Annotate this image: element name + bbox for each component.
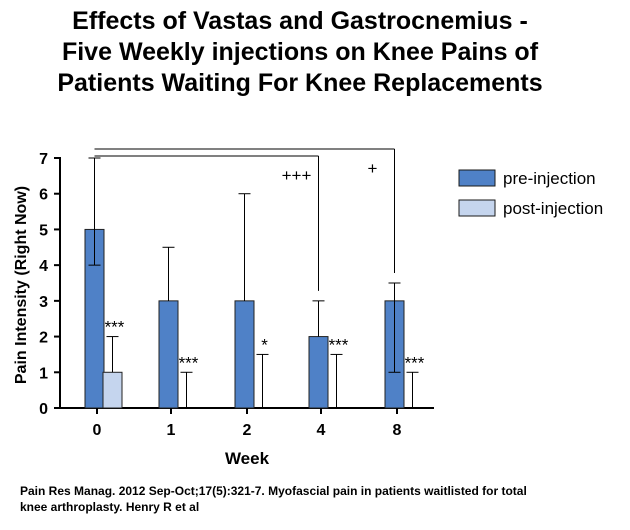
bar-pre bbox=[308, 336, 329, 409]
y-tick-label: 5 bbox=[39, 222, 48, 239]
legend-swatch-post bbox=[458, 199, 496, 217]
legend: pre-injection post-injection bbox=[458, 169, 603, 218]
x-axis-title: Week bbox=[225, 449, 270, 468]
legend-swatch-pre bbox=[458, 169, 496, 187]
title-line-1: Effects of Vastas and Gastrocnemius - bbox=[72, 7, 528, 35]
x-tick-label: 2 bbox=[243, 422, 252, 439]
x-tick-label: 0 bbox=[93, 422, 102, 439]
legend-label-pre: pre-injection bbox=[503, 169, 596, 188]
citation-line-1: Pain Res Manag. 2012 Sep-Oct;17(5):321-7… bbox=[20, 484, 527, 498]
y-tick-label: 7 bbox=[39, 151, 48, 168]
y-tick-label: 1 bbox=[39, 365, 48, 382]
significance-label: *** bbox=[329, 335, 349, 354]
bar-post bbox=[102, 371, 123, 409]
bracket-label: + bbox=[368, 159, 378, 178]
significance-label: *** bbox=[405, 353, 425, 372]
y-axis-title: Pain Intensity (Right Now) bbox=[13, 186, 30, 384]
chart-title: Effects of Vastas and Gastrocnemius - Fi… bbox=[0, 6, 600, 99]
x-tick-label: 4 bbox=[317, 422, 326, 439]
y-tick-label: 2 bbox=[39, 330, 48, 347]
citation-line-2: knee arthroplasty. Henry R et al bbox=[20, 500, 200, 514]
bracket-label: +++ bbox=[282, 166, 312, 185]
significance-label: *** bbox=[179, 353, 199, 372]
x-tick-label: 1 bbox=[167, 422, 176, 439]
bar-pre bbox=[158, 300, 179, 409]
bar-pre bbox=[234, 300, 255, 409]
legend-label-post: post-injection bbox=[503, 199, 603, 218]
y-tick-label: 3 bbox=[39, 294, 48, 311]
significance-label: * bbox=[261, 335, 268, 354]
y-tick-label: 4 bbox=[39, 258, 48, 275]
citation: Pain Res Manag. 2012 Sep-Oct;17(5):321-7… bbox=[20, 483, 610, 515]
x-tick-label: 8 bbox=[393, 422, 402, 439]
title-line-3: Patients Waiting For Knee Replacements bbox=[57, 69, 543, 97]
y-tick-label: 6 bbox=[39, 187, 48, 204]
significance-label: *** bbox=[105, 318, 125, 337]
y-tick-label: 0 bbox=[39, 401, 48, 418]
title-line-2: Five Weekly injections on Knee Pains of bbox=[61, 38, 539, 66]
